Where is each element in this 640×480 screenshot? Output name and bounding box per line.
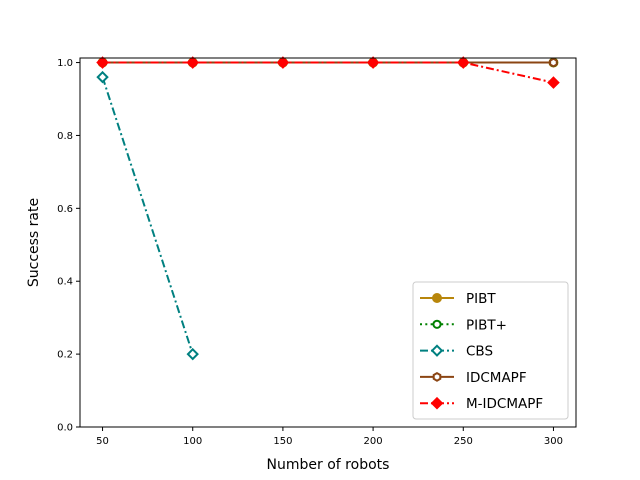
x-tick-label: 100	[183, 436, 202, 447]
x-tick-label: 150	[273, 436, 292, 447]
plot-frame	[79, 57, 577, 428]
y-tick-label: 1.0	[57, 58, 73, 69]
series-line-m-idcmapf	[102, 61, 554, 84]
legend-marker-pibt	[432, 293, 442, 303]
data-point-cbs	[96, 70, 109, 84]
legend-label-m-idcmapf: M-IDCMAPF	[466, 396, 543, 412]
legend-label-pibt: PIBT+	[466, 317, 507, 333]
y-tick-label: 0.2	[57, 350, 73, 361]
x-axis-label: Number of robots	[267, 457, 390, 473]
legend-label-cbs: CBS	[466, 344, 493, 360]
y-tick-label: 0.0	[57, 423, 73, 434]
y-tick-label: 0.4	[57, 277, 73, 288]
legend-marker-m-idcmapf	[430, 396, 444, 410]
y-tick-label: 0.6	[57, 204, 73, 215]
x-tick-label: 300	[544, 436, 563, 447]
data-point-cbs	[186, 347, 199, 361]
y-axis: 0.0 0.2 0.4 0.6 0.8 1.0	[57, 58, 80, 434]
legend-marker-cbs	[430, 344, 444, 357]
legend-label-pibt: PIBT	[466, 291, 496, 307]
series-line-cbs	[101, 76, 194, 355]
data-point-m-idcmapf	[366, 56, 380, 69]
legend-marker-pibt	[432, 319, 442, 329]
legend-label-idcmapf: IDCMAPF	[466, 370, 527, 386]
data-point-m-idcmapf	[456, 56, 470, 69]
y-tick-label: 0.8	[57, 131, 73, 142]
data-point-m-idcmapf	[276, 56, 290, 69]
data-point-idcmapf	[549, 57, 558, 68]
series-m-idcmapf	[96, 56, 560, 89]
data-point-m-idcmapf	[547, 76, 560, 89]
plot-series	[96, 56, 560, 361]
x-tick-label: 250	[454, 436, 473, 447]
data-point-m-idcmapf	[186, 56, 200, 69]
data-point-m-idcmapf	[96, 56, 109, 69]
series-cbs	[96, 70, 199, 361]
y-axis-label: Success rate	[26, 198, 42, 287]
legend-marker-idcmapf	[432, 371, 442, 382]
legend-box	[412, 281, 569, 420]
legend: PIBT PIBT+ CBS IDCMAPF M-IDCMAPF	[412, 281, 569, 420]
x-tick-label: 200	[364, 436, 383, 447]
x-tick-label: 50	[96, 436, 109, 447]
x-axis: 50 100 150 200 250 300	[96, 427, 563, 447]
